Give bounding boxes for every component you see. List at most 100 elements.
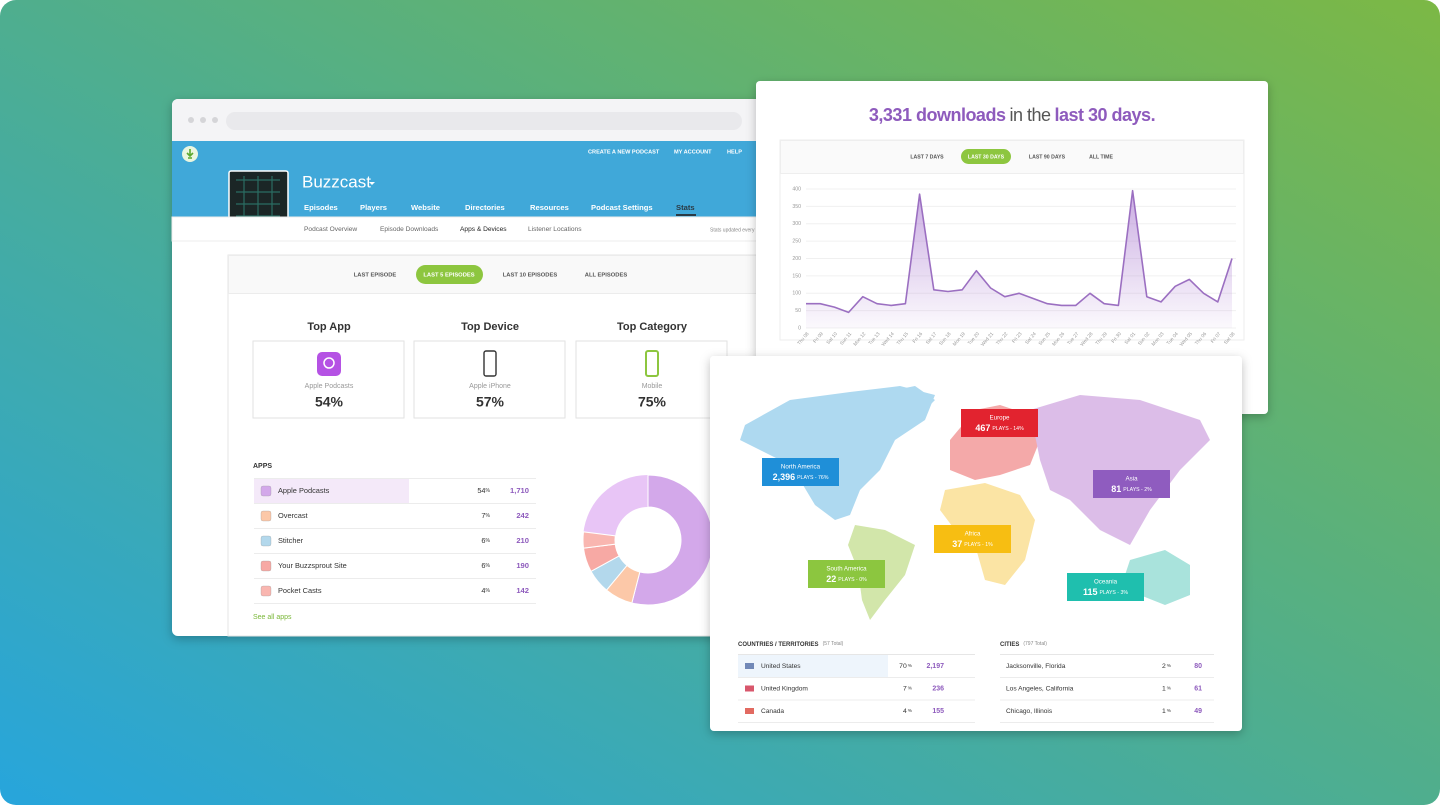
- range-option[interactable]: ALL TIME: [1089, 154, 1113, 160]
- region-label-box[interactable]: [961, 409, 1038, 437]
- podcast-name[interactable]: Buzzcast: [302, 172, 371, 191]
- subnav-link[interactable]: Podcast Overview: [304, 226, 357, 233]
- caret: [369, 182, 375, 185]
- plays-detail: PLAYS - 3%: [1100, 590, 1129, 596]
- nav-tab[interactable]: Directories: [465, 203, 505, 212]
- filter-option[interactable]: LAST 10 EPISODES: [503, 273, 558, 279]
- region-plays: 467 PLAYS - 14%: [975, 423, 1024, 433]
- card-value: 57%: [476, 394, 505, 410]
- card-label: Apple Podcasts: [305, 383, 354, 390]
- app-percent: 6%: [481, 561, 490, 570]
- card-value: 54%: [315, 394, 344, 410]
- filter-option[interactable]: ALL EPISODES: [585, 273, 628, 279]
- percent-value: 7: [481, 511, 485, 520]
- app-count: 1,710: [510, 486, 529, 495]
- row-name[interactable]: United States: [761, 663, 801, 670]
- y-tick-label: 400: [792, 186, 801, 192]
- plays-count: 467: [975, 423, 990, 433]
- heading-total: (57 Total): [823, 641, 844, 647]
- row-count: 155: [932, 708, 944, 715]
- region-label-box[interactable]: [934, 525, 1011, 553]
- row-percent: 2%: [1162, 663, 1172, 670]
- app-percent: 54%: [477, 486, 490, 495]
- window-dot: [200, 117, 206, 123]
- row-count: 49: [1194, 708, 1202, 715]
- nav-link[interactable]: HELP: [727, 149, 742, 155]
- percent-value: 6: [481, 561, 485, 570]
- region-name: Africa: [965, 531, 981, 538]
- region-plays: 115 PLAYS - 3%: [1083, 587, 1128, 597]
- app-icon: [260, 485, 272, 497]
- region-label-box[interactable]: [762, 458, 839, 486]
- card-label: Apple iPhone: [469, 383, 511, 390]
- percent-value: 6: [481, 536, 485, 545]
- percent-value: 2: [1162, 663, 1166, 670]
- percent-unit: %: [1167, 708, 1172, 714]
- row-name[interactable]: Chicago, Illinois: [1006, 708, 1053, 715]
- card-title: Top Device: [461, 321, 519, 333]
- row-count: 80: [1194, 663, 1202, 670]
- y-tick-label: 100: [792, 291, 801, 297]
- region-name: North America: [781, 464, 821, 471]
- subnav-bar: [171, 216, 773, 242]
- title-part: in the: [1009, 105, 1051, 125]
- subnav-link[interactable]: Listener Locations: [528, 226, 582, 233]
- percent-unit: %: [486, 538, 491, 544]
- range-option[interactable]: LAST 7 DAYS: [910, 154, 944, 160]
- filter-option[interactable]: LAST EPISODE: [354, 273, 397, 279]
- table-heading: CITIES (797 Total): [1000, 641, 1047, 647]
- device-icon: [483, 350, 497, 377]
- y-tick-label: 150: [792, 273, 801, 279]
- app-name[interactable]: Overcast: [278, 511, 308, 520]
- nav-tab[interactable]: Resources: [530, 203, 569, 212]
- donut-segment: [631, 474, 714, 606]
- row-percent: 7%: [903, 685, 913, 692]
- row-name[interactable]: Jacksonville, Florida: [1006, 663, 1066, 670]
- filter-option[interactable]: LAST 5 EPISODES: [423, 273, 474, 279]
- heading-title: CITIES: [1000, 642, 1019, 648]
- range-option[interactable]: LAST 90 DAYS: [1029, 154, 1066, 160]
- row-name[interactable]: Canada: [761, 708, 784, 715]
- region-plays: 81 PLAYS - 2%: [1111, 484, 1152, 494]
- nav-tab[interactable]: Players: [360, 203, 387, 212]
- app-name[interactable]: Your Buzzsprout Site: [278, 561, 347, 570]
- region-label-box[interactable]: [1067, 573, 1144, 601]
- card-box: [413, 340, 566, 419]
- percent-unit: %: [486, 488, 491, 494]
- flag: [745, 663, 754, 669]
- heading-title: COUNTRIES / TERRITORIES: [738, 642, 819, 648]
- nav-link[interactable]: MY ACCOUNT: [674, 149, 712, 155]
- logo-mark: [186, 149, 194, 159]
- subnav-link[interactable]: Apps & Devices: [460, 226, 507, 233]
- row-name[interactable]: Los Angeles, California: [1006, 685, 1074, 692]
- filter-strip: [228, 255, 768, 294]
- card-title: Top Category: [617, 321, 688, 333]
- plays-detail: PLAYS - 1%: [964, 542, 993, 548]
- plays-detail: PLAYS - 76%: [797, 475, 829, 481]
- category-icon: [645, 350, 659, 377]
- plays-detail: PLAYS - 0%: [838, 577, 867, 583]
- region-label-box[interactable]: [808, 560, 885, 588]
- nav-tab[interactable]: Podcast Settings: [591, 203, 653, 212]
- flag: [745, 685, 754, 692]
- row-percent: 1%: [1162, 708, 1172, 715]
- nav-link[interactable]: CREATE A NEW PODCAST: [588, 149, 660, 155]
- plays-count: 2,396: [773, 472, 796, 482]
- y-tick-label: 350: [792, 204, 801, 210]
- app-name[interactable]: Apple Podcasts: [278, 486, 330, 495]
- nav-tab[interactable]: Website: [411, 203, 440, 212]
- subnav-link[interactable]: Episode Downloads: [380, 226, 439, 233]
- nav-tab[interactable]: Episodes: [304, 203, 338, 212]
- region-name: Asia: [1125, 476, 1138, 483]
- row-count: 2,197: [926, 663, 944, 670]
- nav-tab[interactable]: Stats: [676, 203, 695, 212]
- app-name[interactable]: Stitcher: [278, 536, 304, 545]
- app-name[interactable]: Pocket Casts: [278, 586, 322, 595]
- range-option[interactable]: LAST 30 DAYS: [968, 154, 1005, 160]
- see-all-link[interactable]: See all apps: [253, 614, 292, 621]
- downloads-line: [806, 189, 1233, 314]
- region-label-box[interactable]: [1093, 470, 1170, 498]
- row-name[interactable]: United Kingdom: [761, 685, 808, 692]
- percent-value: 7: [903, 685, 907, 692]
- active-tab-underline: [676, 214, 696, 216]
